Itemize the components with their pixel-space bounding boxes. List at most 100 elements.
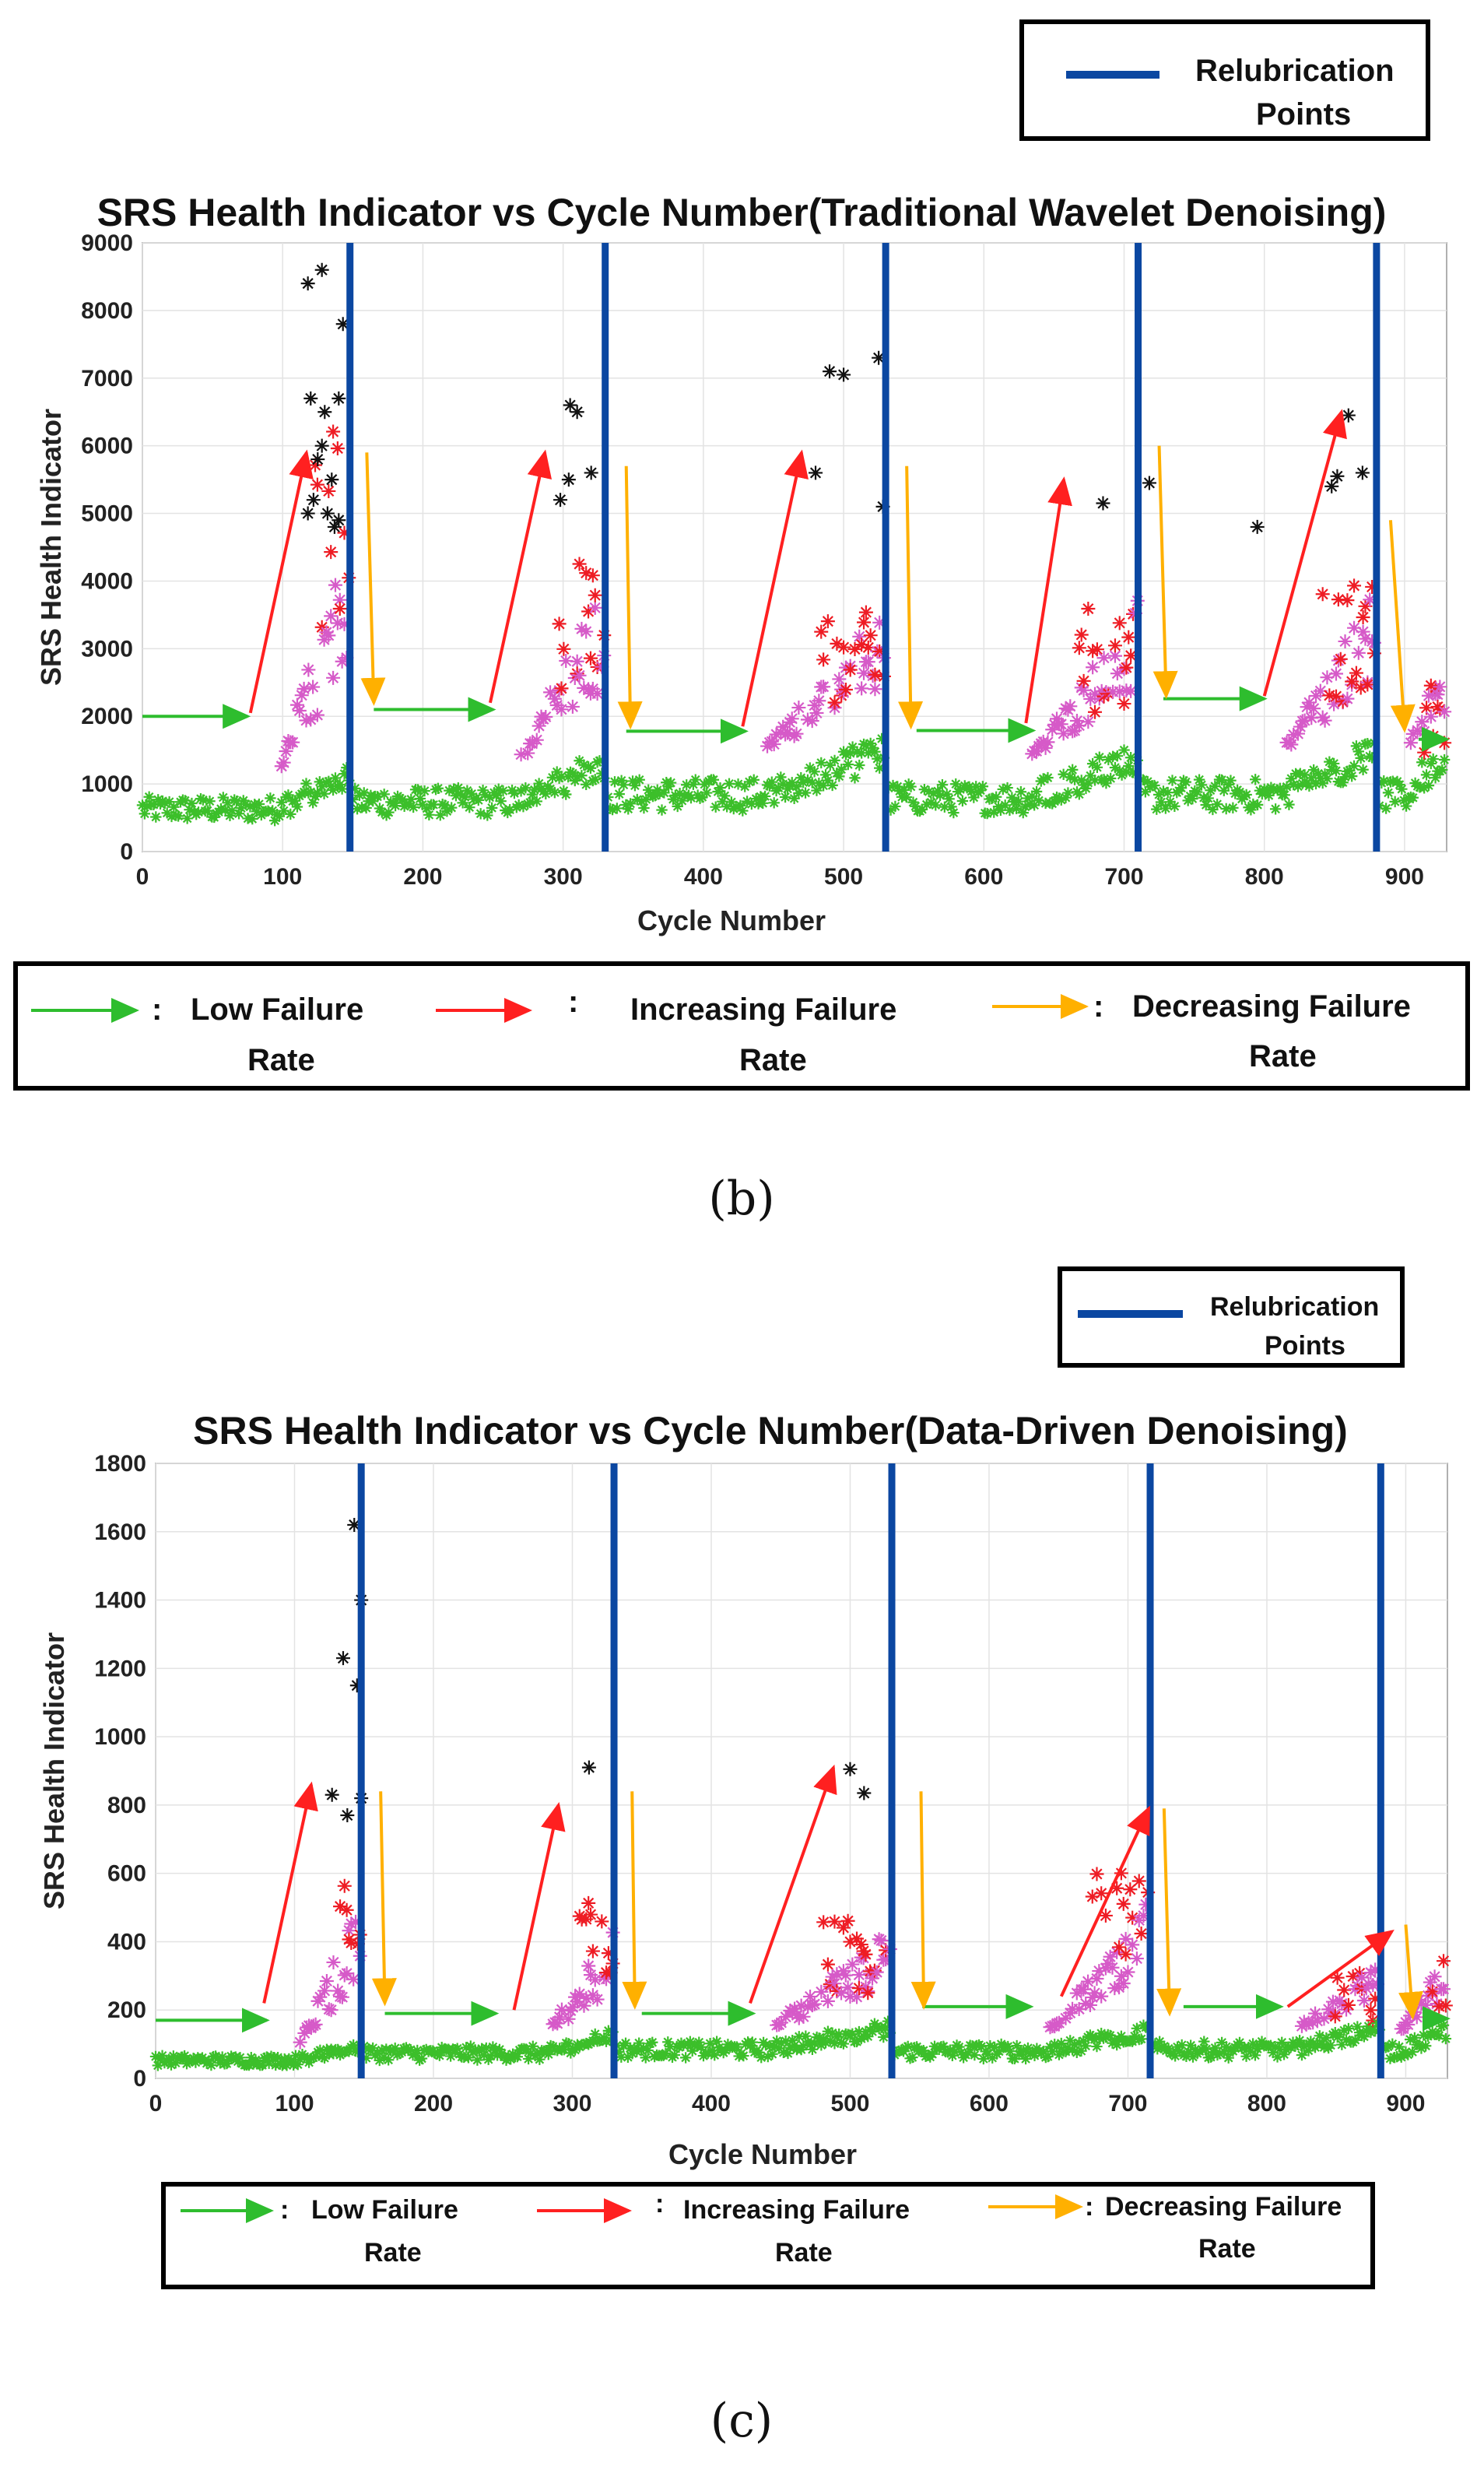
scatter-point-green (1230, 788, 1241, 799)
scatter-point-red (333, 1899, 348, 1914)
scatter-point-green (503, 803, 516, 816)
scatter-point-green (212, 2053, 224, 2064)
plot-area-b (142, 242, 1447, 852)
scatter-point-magenta (800, 712, 815, 727)
scatter-point-magenta (1124, 683, 1138, 698)
scatter-point-magenta (850, 1990, 865, 2004)
scatter-point-green (263, 2057, 275, 2069)
scatter-point-green (178, 2050, 191, 2062)
legend-low-text-c-2: Rate (364, 2238, 422, 2268)
scatter-point-green (904, 2053, 916, 2064)
scatter-point-green (371, 791, 384, 803)
scatter-point-green (806, 777, 818, 789)
scatter-point-magenta (1325, 1994, 1340, 2009)
scatter-point-green (1382, 787, 1395, 799)
scatter-point-green (763, 780, 776, 792)
scatter-point-green (1276, 2036, 1288, 2049)
scatter-point-green (1338, 2025, 1350, 2036)
scatter-point-magenta (1072, 2002, 1086, 2017)
scatter-point-green (365, 789, 377, 802)
scatter-point-green (767, 2048, 778, 2060)
trend-arrows-b (142, 409, 1450, 752)
scatter-point-green (775, 2037, 788, 2049)
scatter-point-green (1205, 2051, 1217, 2063)
scatter-point-green (1427, 753, 1439, 765)
scatter-point-red (1356, 609, 1370, 624)
scatter-point-red (1118, 1947, 1133, 1962)
scatter-point-outlier (320, 506, 335, 521)
scatter-point-green (1299, 769, 1310, 781)
scatter-point-green (1155, 796, 1167, 808)
scatter-point-green (1303, 780, 1315, 792)
scatter-point-red (1437, 1954, 1451, 1969)
scatter-point-red (339, 1902, 354, 1917)
scatter-point-green (824, 759, 836, 771)
scatter-point-red (816, 652, 831, 667)
scatter-point-magenta (1107, 648, 1122, 663)
scatter-point-green (1407, 792, 1419, 803)
scatter-point-red (1116, 1896, 1131, 1911)
scatter-point-green (995, 804, 1007, 816)
scatter-point-green (1285, 2042, 1296, 2053)
scatter-point-green (318, 788, 330, 799)
scatter-point-red (857, 615, 872, 630)
scatter-point-green (389, 799, 402, 812)
scatter-point-green (826, 779, 838, 792)
scatter-point-magenta (796, 2009, 811, 2024)
scatter-point-outlier (314, 438, 329, 453)
scatter-point-green (1345, 770, 1358, 782)
scatter-point-red (1121, 630, 1136, 645)
scatter-point-green (1223, 2052, 1234, 2064)
scatter-point-green (1149, 2038, 1161, 2050)
scatter-point-green (649, 789, 661, 802)
scatter-point-red (861, 640, 875, 655)
scatter-point-red (330, 441, 345, 456)
scatter-point-green (950, 778, 962, 790)
scatter-point-green (1418, 2029, 1430, 2041)
scatter-point-green (419, 785, 430, 797)
scatter-point-green (714, 782, 726, 794)
scatter-point-green (234, 2052, 246, 2064)
scatter-point-green (165, 2059, 177, 2071)
scatter-point-green (1220, 803, 1232, 815)
scatter-point-green (1292, 2039, 1303, 2050)
scatter-point-magenta (539, 709, 553, 724)
scatter-point-red (1114, 1866, 1128, 1881)
y-tick-label: 4000 (81, 568, 133, 594)
scatter-point-magenta (1094, 683, 1109, 698)
scatter-point-magenta (529, 732, 544, 747)
scatter-point-green (1418, 782, 1430, 794)
scatter-point-green (163, 796, 175, 808)
scatter-point-green (623, 803, 634, 815)
scatter-point-green (824, 2035, 836, 2046)
scatter-point-red (1349, 666, 1363, 680)
scatter-point-green (1382, 2041, 1394, 2053)
scatter-point-green (1175, 782, 1188, 794)
scatter-point-green (847, 741, 858, 753)
scatter-point-green (465, 788, 478, 799)
scatter-point-green (371, 2047, 384, 2060)
scatter-point-green (1169, 800, 1181, 812)
scatter-point-red (588, 588, 602, 602)
scatter-point-green (731, 2041, 743, 2053)
legend-low-colon-c: : (280, 2195, 289, 2225)
scatter-point-magenta (1317, 2011, 1331, 2026)
scatter-point-green (223, 2054, 235, 2066)
scatter-point-green (1360, 2025, 1372, 2037)
scatter-point-green (403, 798, 415, 810)
scatter-point-green (1342, 2022, 1355, 2035)
scatter-point-green (624, 798, 637, 810)
scatter-point-green (1300, 2039, 1312, 2051)
scatter-point-green (842, 758, 854, 771)
scatter-point-magenta (791, 701, 806, 715)
scatter-point-green (689, 774, 701, 785)
scatter-point-green (479, 789, 491, 801)
scatter-point-green (278, 805, 289, 817)
scatter-point-magenta (780, 725, 795, 740)
scatter-point-outlier (310, 452, 325, 467)
scatter-point-red (1352, 1965, 1367, 1980)
scatter-point-green (874, 762, 886, 774)
scatter-point-green (480, 2042, 493, 2054)
scatter-point-green (956, 2046, 967, 2058)
scatter-point-red (1366, 2013, 1381, 2028)
